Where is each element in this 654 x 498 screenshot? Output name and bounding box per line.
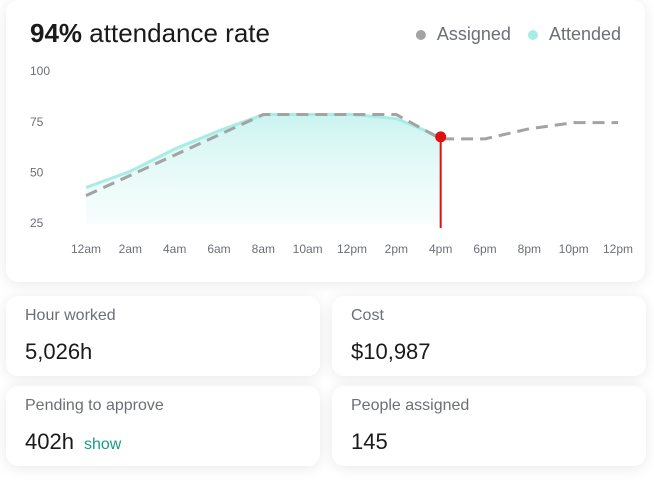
card-value: 5,026h: [25, 339, 93, 364]
card-label: People assigned: [351, 397, 470, 414]
x-tick-label: 12am: [71, 242, 101, 256]
legend-dot: [527, 30, 538, 40]
current-marker: [435, 131, 447, 143]
chart-title: 94% attendance rate: [30, 18, 270, 48]
y-tick-label: 100: [30, 64, 50, 78]
chart: 94% attendance rate 25 50 75 100 12am 2am 4am 6…: [30, 18, 633, 256]
x-tick-label: 8pm: [518, 242, 541, 256]
title-text: attendance rate: [89, 18, 270, 48]
x-tick-label: 6am: [207, 242, 230, 256]
card-label: Hour worked: [25, 307, 116, 324]
x-tick-label: 2am: [119, 242, 142, 256]
x-tick-label: 8am: [252, 242, 275, 256]
stat-card: Hour worked 5,026h: [6, 296, 320, 376]
attended-area: [86, 114, 441, 224]
card-value: $10,987: [351, 339, 431, 364]
card-label: Cost: [351, 307, 384, 324]
chart-card: 94% attendance rate 25 50 75 100 12am 2am 4am 6…: [6, 0, 645, 282]
stat-card: Pending to approve 402h show: [6, 386, 320, 466]
x-tick-label: 4am: [163, 242, 186, 256]
card-value: 145: [351, 429, 388, 454]
y-tick-label: 75: [30, 115, 44, 129]
x-tick-label: 4pm: [429, 242, 452, 256]
x-tick-label: 12pm: [337, 242, 367, 256]
legend-label: Assigned: [437, 24, 511, 44]
x-tick-label: 12pm: [603, 242, 633, 256]
x-tick-label: 10pm: [559, 242, 589, 256]
assigned-line: [85, 113, 618, 197]
show-link[interactable]: show: [83, 436, 122, 453]
y-tick-label: 25: [30, 216, 44, 230]
x-tick-label: 6pm: [473, 242, 496, 256]
y-tick-label: 50: [30, 166, 44, 180]
x-tick-label: 2pm: [385, 242, 408, 256]
x-tick-label: 10am: [293, 242, 323, 256]
stat-card: People assigned 145: [332, 386, 646, 466]
card-value: 402h show: [25, 429, 122, 454]
legend-dot: [415, 30, 426, 40]
stat-card: Cost $10,987: [332, 296, 646, 376]
card-label: Pending to approve: [25, 397, 164, 414]
title-highlight: 94%: [30, 18, 82, 48]
legend-label: Attended: [549, 24, 621, 44]
